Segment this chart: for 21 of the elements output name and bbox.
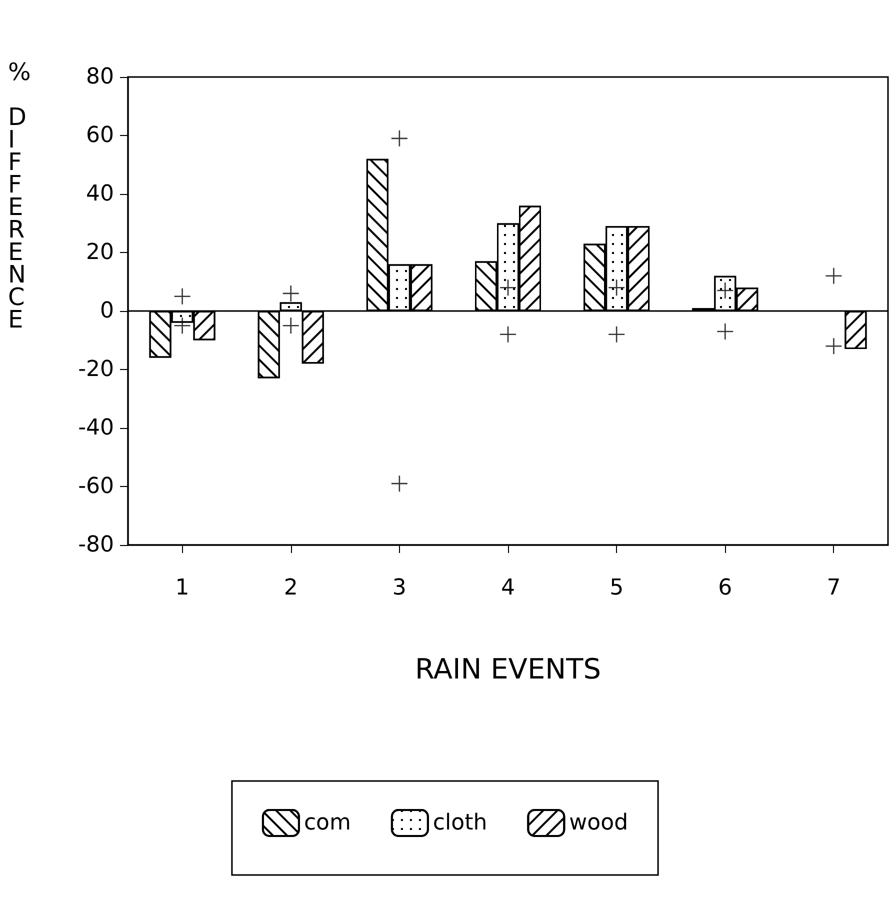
- x-tick-label: 1: [175, 576, 190, 600]
- y-tick-label: 20: [86, 240, 114, 265]
- x-tick-label: 3: [392, 576, 406, 600]
- x-axis-title: RAIN EVENTS: [415, 652, 601, 686]
- y-tick-label: 0: [100, 298, 114, 324]
- x-tick-label: 6: [718, 576, 732, 600]
- y-tick-label: 40: [86, 182, 114, 206]
- y-tick-label: -60: [78, 474, 114, 499]
- y-tick-label: 80: [86, 64, 114, 90]
- x-tick-label: 2: [284, 576, 298, 600]
- y-tick-label: -80: [78, 532, 114, 558]
- legend-label: com: [304, 810, 351, 836]
- x-tick-label: 4: [501, 576, 515, 600]
- x-tick-label: 7: [826, 576, 841, 600]
- legend-label: cloth: [432, 810, 488, 836]
- text: % DIFFERENCE: [8, 58, 31, 334]
- y-tick-label: -40: [78, 416, 114, 440]
- x-tick-label: 5: [610, 576, 624, 600]
- y-tick-label: 60: [86, 123, 114, 148]
- y-tick-label: -20: [78, 357, 114, 382]
- legend-label: wood: [569, 810, 628, 836]
